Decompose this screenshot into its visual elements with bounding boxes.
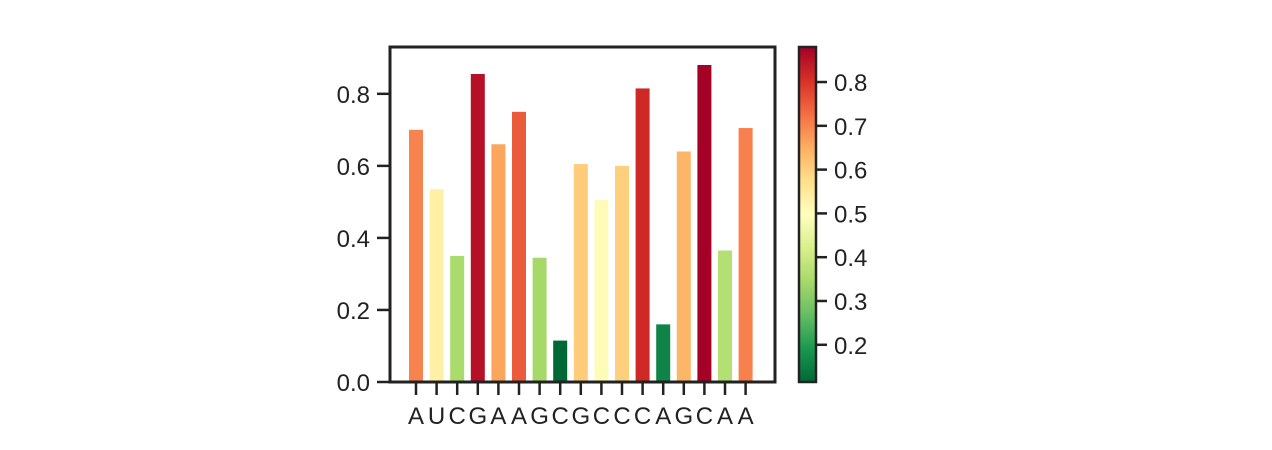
bar: [450, 255, 465, 382]
bar: [429, 189, 444, 382]
bar: [553, 340, 568, 382]
bar: [409, 129, 423, 382]
bar: [532, 257, 547, 382]
bar: [615, 165, 629, 382]
bar: [491, 144, 506, 382]
x-tick-label: G: [571, 403, 590, 430]
colorbar-tick-label: 0.8: [834, 70, 867, 97]
y-tick-label: 0.2: [337, 298, 370, 325]
x-tick-label: C: [613, 403, 630, 430]
y-axis-ticks: 0.0 0.2 0.4 0.6 0.8: [337, 82, 390, 397]
x-tick-label: A: [490, 403, 506, 430]
x-tick-label: G: [674, 403, 693, 430]
colorbar-tick-label: 0.5: [834, 201, 867, 228]
y-tick-label: 0.4: [337, 226, 370, 253]
bar: [676, 151, 691, 382]
x-tick-label: A: [717, 403, 733, 430]
y-tick-label: 0.8: [337, 82, 370, 109]
bar: [697, 65, 712, 383]
bar-series: [409, 65, 753, 383]
x-tick-label: C: [634, 403, 651, 430]
x-tick-label: C: [449, 403, 466, 430]
colorbar-tick-label: 0.3: [834, 289, 867, 316]
y-tick-label: 0.6: [337, 154, 370, 181]
bar: [573, 164, 588, 382]
bar: [470, 74, 485, 383]
x-tick-label: G: [468, 403, 487, 430]
colorbar-ticks: 0.2 0.3 0.4 0.5 0.6 0.7 0.8: [816, 70, 867, 360]
colorbar: [797, 45, 818, 384]
x-tick-label: C: [552, 403, 569, 430]
y-tick-label: 0.0: [337, 370, 370, 397]
x-tick-label: A: [655, 403, 671, 430]
bar: [738, 128, 753, 382]
x-tick-label: A: [511, 403, 527, 430]
bar: [656, 324, 671, 382]
bar: [635, 88, 650, 382]
colorbar-tick-label: 0.2: [834, 333, 867, 360]
x-tick-label: C: [696, 403, 713, 430]
colorbar-tick-label: 0.4: [834, 245, 867, 272]
bar: [718, 250, 732, 382]
bar: [594, 200, 609, 382]
x-tick-label: G: [530, 403, 549, 430]
x-tick-label: U: [428, 403, 445, 430]
plot-area-frame: [388, 45, 777, 384]
x-tick-label: A: [738, 403, 754, 430]
bar: [512, 111, 526, 382]
x-tick-label: A: [408, 403, 424, 430]
x-tick-label: C: [593, 403, 610, 430]
colorbar-tick-label: 0.7: [834, 114, 867, 141]
colorbar-tick-label: 0.6: [834, 158, 867, 185]
